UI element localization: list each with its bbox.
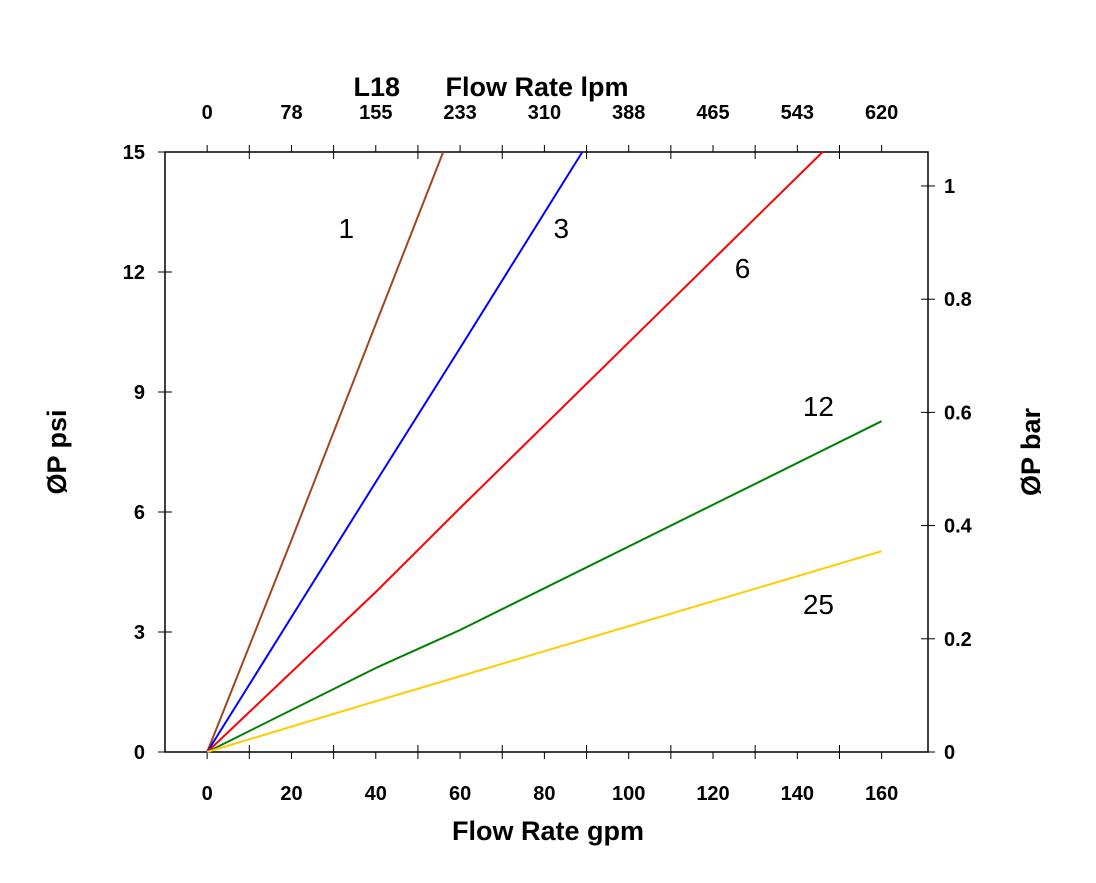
y-tick-label: 0 (134, 742, 145, 764)
top-axis-title: Flow Rate lpm (445, 72, 628, 102)
series-line-25 (206, 550, 882, 753)
y2-tick-label: 1 (944, 176, 955, 198)
x2-tick-label: 310 (528, 102, 561, 124)
x2-tick-label: 388 (612, 102, 645, 124)
series-line-3 (206, 151, 584, 753)
x-axis-title: Flow Rate gpm (452, 816, 644, 846)
x-tick-label: 60 (449, 783, 471, 805)
series-label-1: 1 (338, 213, 354, 244)
x-tick-label: 0 (202, 783, 213, 805)
x-tick-label: 100 (612, 783, 645, 805)
x-tick-label: 160 (865, 783, 898, 805)
y-tick-label: 9 (134, 382, 145, 404)
x2-tick-label: 233 (443, 102, 476, 124)
right-axis-title: ØP bar (1016, 407, 1046, 496)
x-tick-label: 120 (696, 783, 729, 805)
x2-tick-label: 620 (865, 102, 898, 124)
series-line-6 (206, 151, 824, 753)
y-axis-title: ØP psi (42, 409, 72, 494)
series-line-12 (206, 420, 883, 753)
series-label-12: 12 (803, 391, 834, 422)
y-tick-label: 12 (123, 262, 145, 284)
x2-tick-label: 155 (359, 102, 392, 124)
y-tick-label: 3 (134, 622, 145, 644)
series-label-3: 3 (553, 213, 569, 244)
series-label-6: 6 (735, 253, 751, 284)
x2-tick-label: 543 (781, 102, 814, 124)
series-line-1 (206, 151, 445, 753)
x-tick-label: 140 (781, 783, 814, 805)
chart-title: L18 (353, 72, 400, 102)
y2-tick-label: 0 (944, 742, 955, 764)
y2-tick-label: 0.8 (944, 289, 972, 311)
x-tick-label: 80 (533, 783, 555, 805)
x2-tick-label: 78 (280, 102, 302, 124)
plot-frame (164, 151, 929, 753)
y-tick-label: 15 (123, 142, 145, 164)
x-tick-label: 20 (280, 783, 302, 805)
x2-tick-label: 0 (202, 102, 213, 124)
x2-tick-label: 465 (696, 102, 729, 124)
x-tick-label: 40 (365, 783, 387, 805)
y2-tick-label: 0.4 (944, 516, 973, 538)
series-label-25: 25 (803, 589, 834, 620)
y2-tick-label: 0.6 (944, 402, 972, 424)
y2-tick-label: 0.2 (944, 629, 972, 651)
y-tick-label: 6 (134, 502, 145, 524)
